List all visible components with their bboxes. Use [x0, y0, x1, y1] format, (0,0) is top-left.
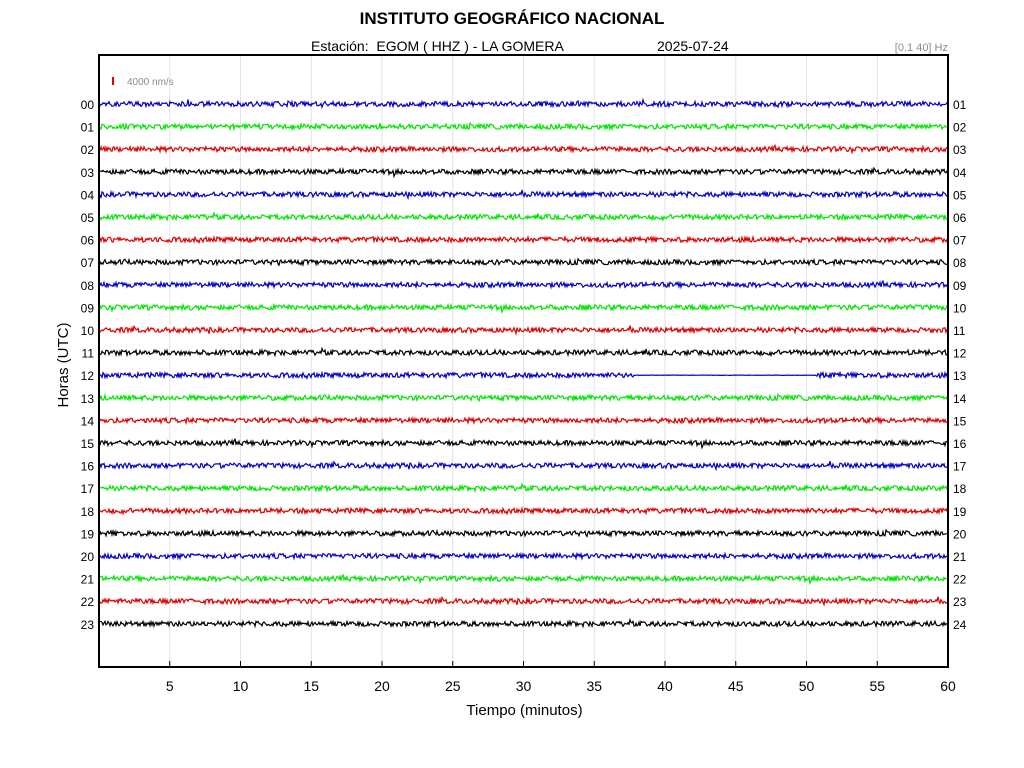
trace-hour-03 [99, 166, 948, 179]
trace-hour-00 [99, 97, 948, 110]
trace-hour-14 [99, 415, 948, 426]
hour-label-left: 20 [81, 550, 95, 564]
hour-label-right: 23 [953, 595, 967, 609]
x-tick-label: 30 [516, 678, 532, 694]
hour-label-right: 19 [953, 505, 967, 519]
hour-label-right: 10 [953, 301, 967, 315]
hour-label-right: 15 [953, 414, 967, 428]
hour-label-right: 13 [953, 369, 967, 383]
x-tick-label: 40 [657, 678, 673, 694]
x-tick-label: 55 [869, 678, 885, 694]
hour-label-right: 17 [953, 460, 967, 474]
hour-label-right: 04 [953, 166, 967, 180]
trace-hour-13 [99, 392, 948, 403]
hour-label-left: 06 [81, 234, 95, 248]
hour-label-right: 11 [953, 324, 966, 338]
x-tick-label: 20 [374, 678, 390, 694]
hour-label-left: 22 [81, 595, 95, 609]
hour-label-right: 12 [953, 347, 967, 361]
hour-label-left: 11 [82, 347, 95, 361]
hour-label-right: 21 [953, 550, 967, 564]
hour-label-left: 17 [81, 482, 95, 496]
hour-label-right: 07 [953, 234, 967, 248]
x-tick-label: 45 [728, 678, 744, 694]
x-tick-label: 25 [445, 678, 461, 694]
hour-label-right: 14 [953, 392, 967, 406]
hour-label-right: 24 [953, 618, 967, 632]
y-axis-label: Horas (UTC) [55, 322, 72, 407]
hour-label-right: 16 [953, 437, 967, 451]
trace-hour-10 [99, 324, 948, 336]
trace-hour-05 [99, 210, 948, 222]
hour-label-left: 01 [81, 121, 95, 135]
x-tick-label: 10 [233, 678, 249, 694]
trace-hour-17 [99, 482, 948, 493]
x-tick-label: 15 [303, 678, 319, 694]
hour-label-left: 18 [81, 505, 95, 519]
hour-label-left: 09 [81, 301, 95, 315]
trace-hour-02 [99, 144, 948, 155]
trace-hour-01 [99, 121, 948, 132]
hour-label-right: 01 [953, 98, 967, 112]
hour-label-right: 20 [953, 527, 967, 541]
hour-label-right: 03 [953, 143, 967, 157]
x-tick-label: 5 [166, 678, 174, 694]
hour-label-left: 10 [81, 324, 95, 338]
trace-hour-23 [99, 617, 948, 629]
trace-hour-16 [99, 460, 948, 472]
hour-label-right: 02 [953, 121, 967, 135]
hour-label-left: 23 [81, 618, 95, 632]
chart-title: INSTITUTO GEOGRÁFICO NACIONAL [359, 9, 665, 28]
scale-label: 4000 nm/s [127, 77, 174, 88]
trace-hour-20 [99, 551, 948, 561]
hour-label-right: 05 [953, 188, 967, 202]
station-label: Estación: EGOM ( HHZ ) - LA GOMERA [311, 38, 564, 54]
hour-label-left: 05 [81, 211, 95, 225]
x-tick-label: 50 [799, 678, 815, 694]
hour-label-left: 12 [81, 369, 95, 383]
hour-label-right: 22 [953, 573, 967, 587]
hour-label-left: 16 [81, 460, 95, 474]
trace-hour-08 [99, 279, 948, 290]
trace-hour-15 [99, 437, 948, 450]
hour-label-left: 14 [81, 414, 95, 428]
x-tick-label: 35 [586, 678, 602, 694]
hour-label-left: 04 [81, 188, 95, 202]
trace-hour-04 [99, 189, 948, 201]
hour-label-left: 21 [81, 573, 95, 587]
date-label: 2025-07-24 [657, 38, 729, 54]
scale-bar [112, 77, 114, 85]
hour-label-left: 13 [81, 392, 95, 406]
trace-hour-11 [99, 346, 948, 358]
x-tick-label: 60 [940, 678, 956, 694]
hour-label-right: 18 [953, 482, 967, 496]
hour-label-left: 02 [81, 143, 95, 157]
plot-frame [98, 54, 949, 668]
hour-label-left: 08 [81, 279, 95, 293]
trace-hour-12 [99, 370, 948, 380]
trace-hour-19 [99, 528, 948, 539]
trace-hour-22 [99, 596, 948, 607]
hour-label-left: 19 [81, 527, 95, 541]
hour-label-left: 15 [81, 437, 95, 451]
filter-label: [0.1 40] Hz [894, 42, 948, 54]
hour-label-right: 08 [953, 256, 967, 270]
hour-label-left: 00 [81, 98, 95, 112]
hour-label-left: 07 [81, 256, 95, 270]
trace-hour-06 [99, 234, 948, 245]
hour-label-right: 06 [953, 211, 967, 225]
x-axis-label: Tiempo (minutos) [466, 702, 582, 719]
hour-label-left: 03 [81, 166, 95, 180]
trace-hour-07 [99, 257, 948, 268]
hour-label-right: 09 [953, 279, 967, 293]
trace-hour-18 [99, 506, 948, 516]
trace-hour-09 [99, 302, 948, 314]
trace-hour-21 [99, 573, 948, 586]
